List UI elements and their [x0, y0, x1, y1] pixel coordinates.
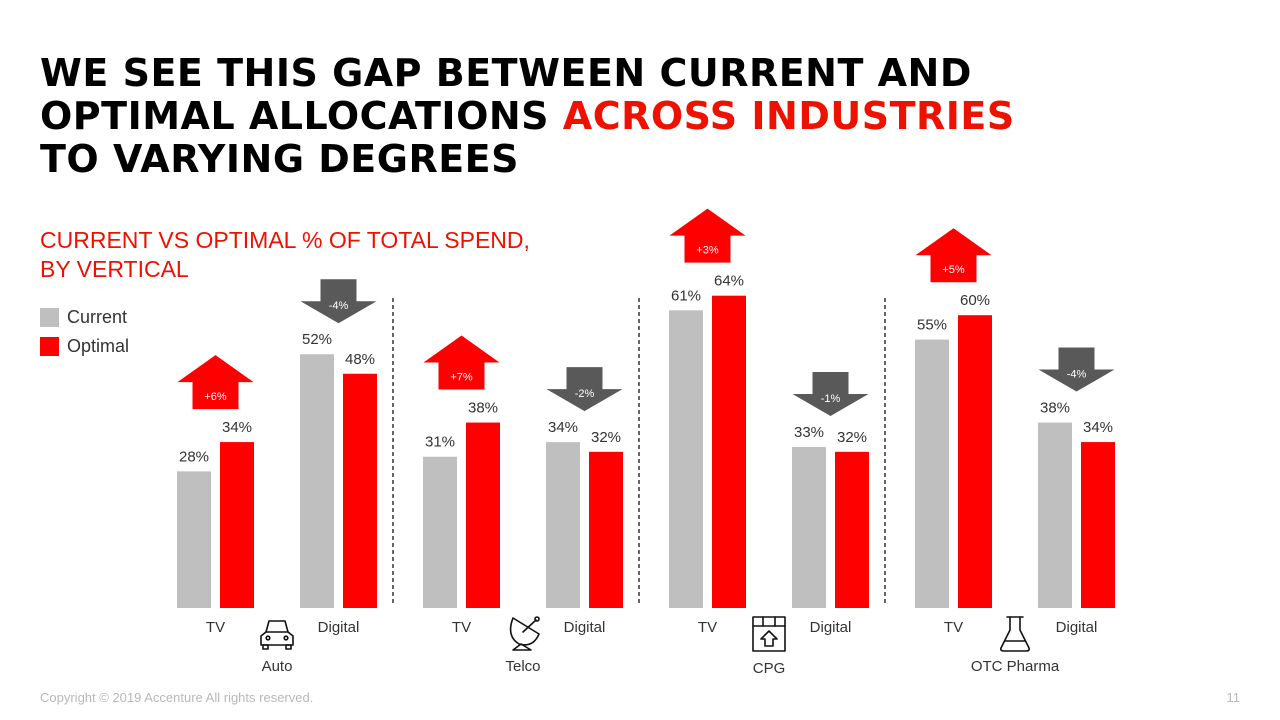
bar-optimal	[1081, 442, 1115, 608]
data-label-optimal: 38%	[468, 400, 498, 417]
delta-label: -4%	[1067, 369, 1087, 381]
page-title: WE SEE THIS GAP BETWEEN CURRENT AND OPTIM…	[40, 52, 1015, 181]
legend-swatch-current	[40, 308, 59, 327]
category-label: TV	[698, 619, 717, 636]
data-label-optimal: 60%	[960, 292, 990, 309]
bar-optimal	[220, 442, 254, 608]
flask-icon	[1000, 616, 1030, 652]
bar-optimal	[589, 451, 623, 608]
title-line-1: WE SEE THIS GAP BETWEEN CURRENT AND	[40, 51, 972, 95]
increase-arrow-shape	[423, 335, 500, 390]
bar-optimal	[343, 373, 377, 608]
data-label-current: 33%	[794, 424, 824, 441]
decrease-arrow-shape	[792, 371, 869, 416]
bar-current	[669, 310, 703, 608]
delta-label: -2%	[575, 388, 595, 400]
data-label-current: 38%	[1040, 400, 1070, 417]
data-label-current: 28%	[179, 448, 209, 465]
increase-arrow-shape	[669, 208, 746, 263]
bar-current	[177, 471, 211, 608]
bar-current	[1038, 422, 1072, 608]
chart-legend: Current Optimal	[40, 303, 129, 361]
data-label-current: 34%	[548, 419, 578, 436]
legend-label-optimal: Optimal	[67, 336, 130, 356]
bar-current	[915, 339, 949, 608]
vertical-label: OTC Pharma	[971, 658, 1060, 675]
legend-swatch-optimal	[40, 337, 59, 356]
decrease-arrow: -4%	[1038, 347, 1115, 392]
category-label: Digital	[810, 619, 852, 636]
copyright-notice: Copyright © 2019 Accenture All rights re…	[40, 690, 314, 705]
category-label: TV	[452, 619, 471, 636]
increase-arrow: +5%	[915, 228, 992, 283]
chart-title: CURRENT VS OPTIMAL % OF TOTAL SPEND, BY …	[40, 226, 530, 284]
legend-item-optimal: Optimal	[40, 332, 129, 361]
increase-arrow-shape	[177, 355, 254, 410]
delta-label: -4%	[329, 300, 349, 312]
car-icon	[260, 620, 294, 650]
vertical-label: CPG	[753, 660, 786, 677]
delta-label: +6%	[204, 391, 227, 403]
bar-optimal	[466, 422, 500, 608]
bar-optimal	[958, 315, 992, 608]
title-line-2: OPTIMAL ALLOCATIONS	[40, 94, 563, 138]
category-label: TV	[944, 619, 963, 636]
data-label-current: 61%	[671, 287, 701, 304]
vertical-label: Auto	[262, 658, 293, 675]
bar-current	[423, 456, 457, 608]
category-label: Digital	[564, 619, 606, 636]
data-label-current: 55%	[917, 317, 947, 334]
delta-label: +3%	[696, 245, 719, 257]
bar-current	[546, 442, 580, 608]
category-label: TV	[206, 619, 225, 636]
package-icon	[752, 616, 786, 652]
decrease-arrow: -1%	[792, 371, 869, 416]
delta-label: +5%	[942, 264, 965, 276]
delta-label: +7%	[450, 372, 473, 384]
title-line-3: TO VARYING DEGREES	[40, 137, 519, 181]
category-label: Digital	[1056, 619, 1098, 636]
decrease-arrow-shape	[300, 279, 377, 324]
increase-arrow: +3%	[669, 208, 746, 263]
data-label-current: 31%	[425, 434, 455, 451]
data-label-optimal: 48%	[345, 351, 375, 368]
data-label-optimal: 34%	[222, 419, 252, 436]
vertical-label: Telco	[505, 658, 540, 675]
bar-optimal	[712, 295, 746, 608]
legend-label-current: Current	[67, 307, 128, 327]
increase-arrow: +6%	[177, 355, 254, 410]
bar-current	[792, 446, 826, 608]
bar-current	[300, 354, 334, 608]
chart-title-line-2: BY VERTICAL	[40, 256, 189, 282]
chart-title-line-1: CURRENT VS OPTIMAL % OF TOTAL SPEND,	[40, 227, 530, 253]
data-label-optimal: 32%	[837, 429, 867, 446]
increase-arrow-shape	[915, 228, 992, 283]
legend-item-current: Current	[40, 303, 129, 332]
decrease-arrow: -4%	[300, 279, 377, 324]
decrease-arrow: -2%	[546, 367, 623, 412]
data-label-optimal: 32%	[591, 429, 621, 446]
title-highlight: ACROSS INDUSTRIES	[562, 94, 1015, 138]
decrease-arrow-shape	[1038, 347, 1115, 392]
bar-optimal	[835, 451, 869, 608]
increase-arrow: +7%	[423, 335, 500, 390]
satellite-dish-icon	[509, 616, 540, 651]
page-number: 11	[1226, 690, 1241, 705]
decrease-arrow-shape	[546, 367, 623, 412]
data-label-optimal: 64%	[714, 273, 744, 290]
data-label-optimal: 34%	[1083, 419, 1113, 436]
category-label: Digital	[318, 619, 360, 636]
delta-label: -1%	[821, 393, 841, 405]
data-label-current: 52%	[302, 331, 332, 348]
